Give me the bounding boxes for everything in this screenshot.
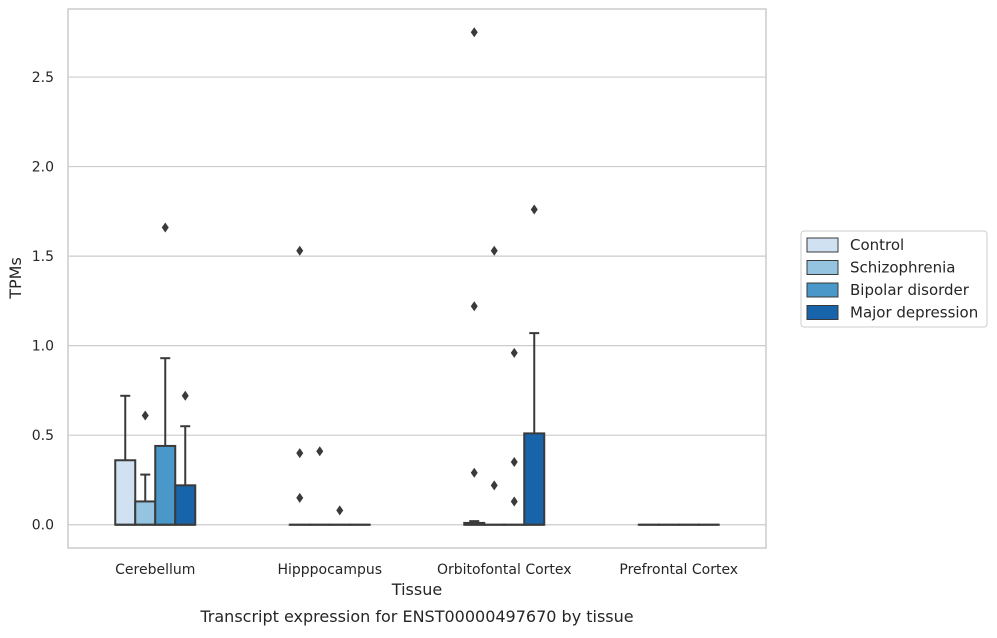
boxes <box>115 333 719 525</box>
outlier-point <box>471 27 478 37</box>
box <box>115 460 135 524</box>
legend-label: Control <box>850 236 904 254</box>
y-tick-label: 1.0 <box>32 339 54 355</box>
outlier-point <box>142 410 149 420</box>
legend-label: Bipolar disorder <box>850 281 970 299</box>
x-tick-label: Hipppocampus <box>277 562 382 578</box>
outlier-point <box>491 246 498 256</box>
outlier-points <box>142 27 538 515</box>
outlier-point <box>511 496 518 506</box>
outlier-point <box>491 480 498 490</box>
legend-swatch <box>807 238 838 252</box>
y-tick-label: 1.5 <box>32 249 54 265</box>
box <box>175 485 195 524</box>
chart-caption: Transcript expression for ENST0000049767… <box>199 607 633 626</box>
legend-label: Schizophrenia <box>850 259 955 277</box>
outlier-point <box>531 205 538 215</box>
y-tick-label: 2.5 <box>32 70 54 86</box>
legend-swatch <box>807 283 838 297</box>
outlier-point <box>182 391 189 401</box>
box <box>155 446 175 525</box>
outlier-point <box>296 246 303 256</box>
x-tick-labels: Cerebellum Hipppocampus Orbitofontal Corte… <box>115 562 738 578</box>
legend-swatch <box>807 261 838 275</box>
legend-swatch <box>807 306 838 320</box>
legend-label: Major depression <box>850 304 978 322</box>
x-tick-label: Cerebellum <box>115 562 195 578</box>
y-tick-labels: 0.0 0.5 1.0 1.5 2.0 2.5 <box>32 70 54 534</box>
outlier-point <box>296 493 303 503</box>
outlier-point <box>336 505 343 515</box>
outlier-point <box>471 301 478 311</box>
y-tick-label: 0.5 <box>32 428 54 444</box>
outlier-point <box>296 448 303 458</box>
x-tick-label: Orbitofontal Cortex <box>437 562 572 578</box>
x-tick-label: Prefrontal Cortex <box>619 562 738 578</box>
box <box>524 433 544 524</box>
outlier-point <box>511 348 518 358</box>
legend: Control Schizophrenia Bipolar disorder Majo… <box>801 231 987 327</box>
box <box>135 501 155 524</box>
x-axis-label: Tissue <box>391 580 442 599</box>
y-axis-label: TPMs <box>6 257 25 300</box>
outlier-point <box>316 446 323 456</box>
outlier-point <box>162 222 169 232</box>
y-tick-label: 0.0 <box>32 518 54 534</box>
y-tick-label: 2.0 <box>32 160 54 176</box>
outlier-point <box>471 468 478 478</box>
outlier-point <box>511 457 518 467</box>
